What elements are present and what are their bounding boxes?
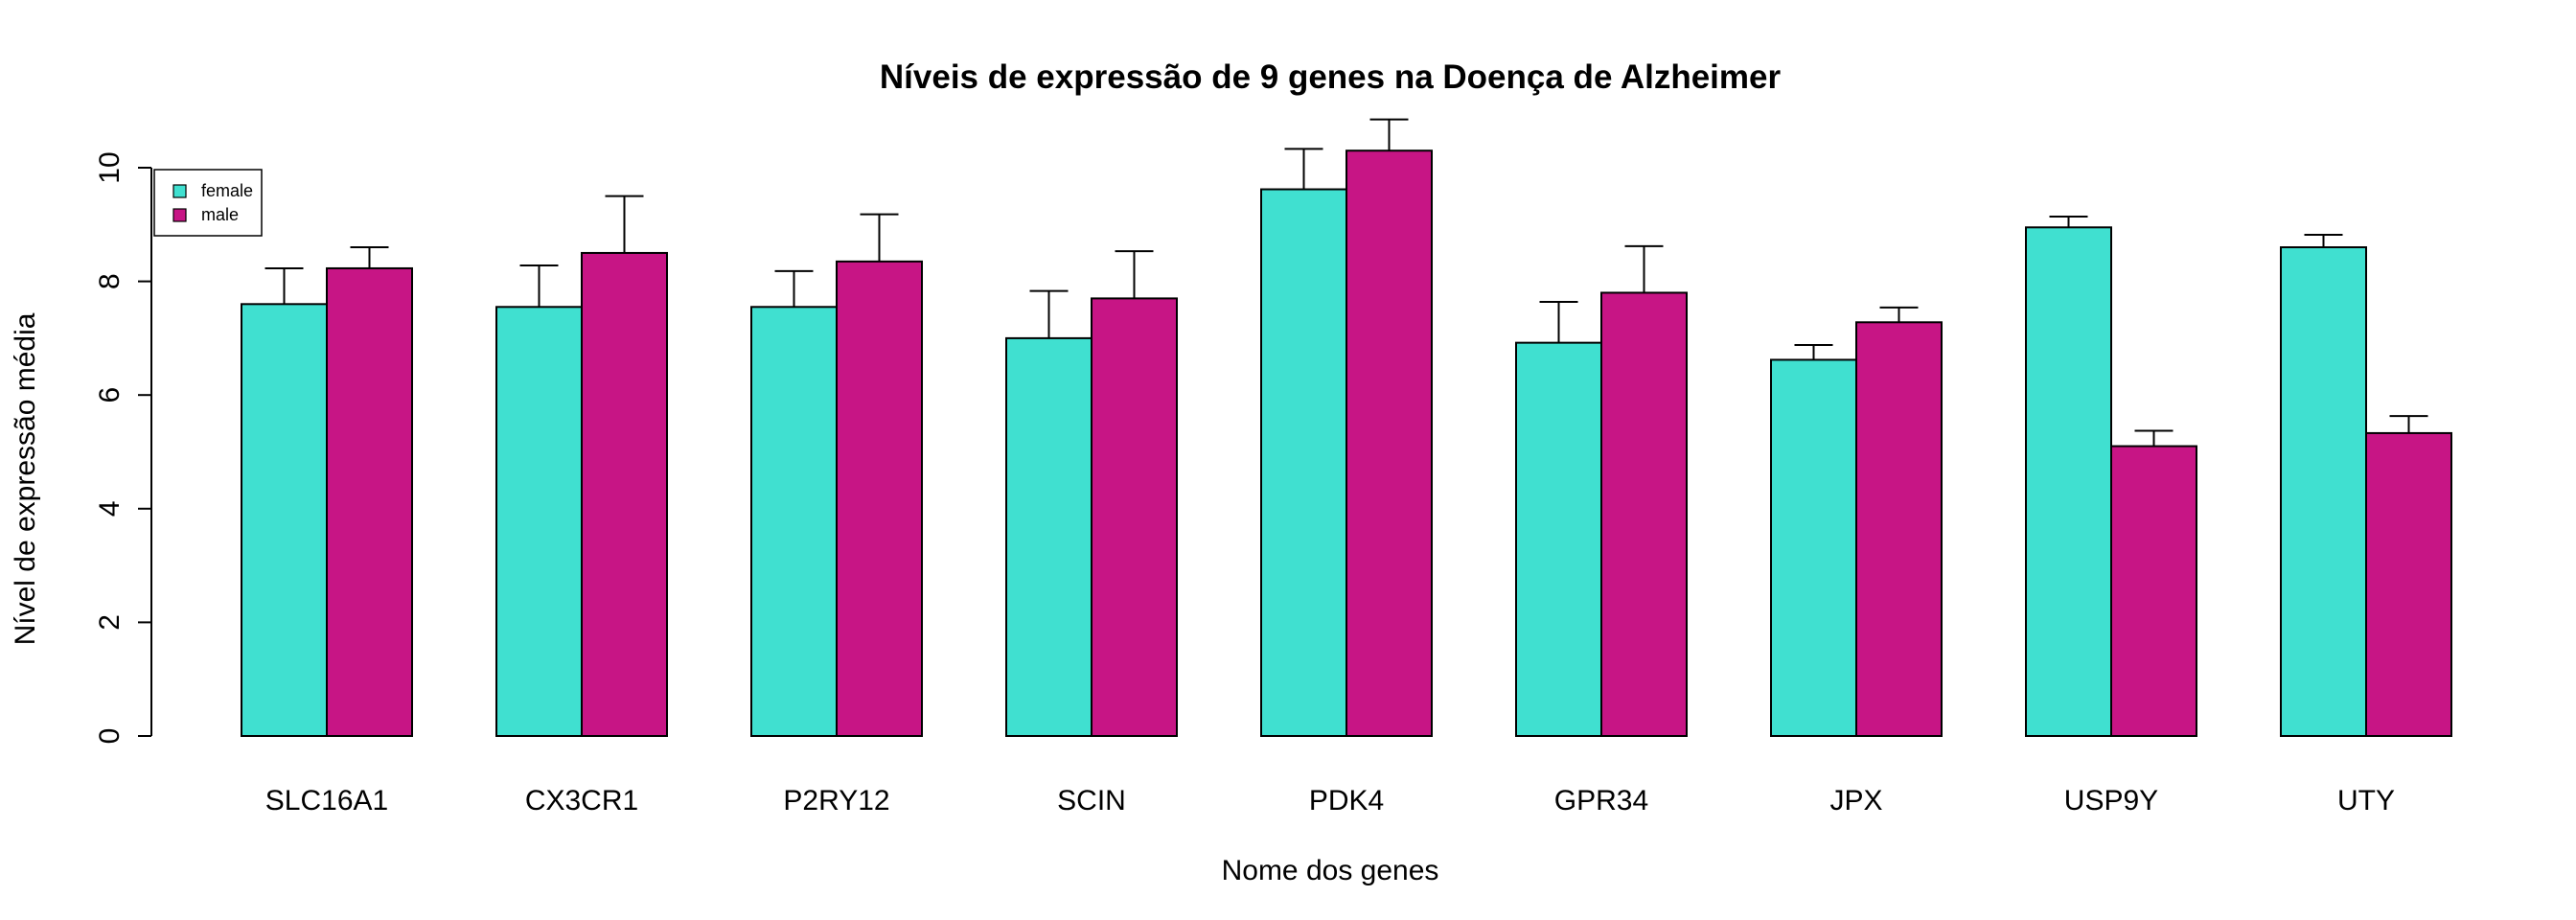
y-axis-label: Nível de expressão média [10,312,41,645]
x-tick-label: SCIN [1057,785,1126,816]
bar-male [1855,321,1943,737]
bar-male [1346,150,1433,737]
bar-group [750,213,923,737]
bar-female [241,303,328,737]
x-tick-label: UTY [2337,785,2395,816]
x-axis-label: Nome dos genes [1222,855,1439,886]
bar-male [1091,297,1178,737]
legend-box [153,169,263,237]
x-tick-label: SLC16A1 [265,785,388,816]
bar-female [2025,226,2112,737]
bar-group [241,246,413,737]
legend: female male [153,169,263,237]
bar-female [1260,188,1347,737]
bar-group [2025,215,2197,737]
bar-female [1770,358,1857,737]
bar-male [836,260,923,737]
bars-group [241,118,2452,737]
legend-label-female: female [201,181,253,200]
x-tick-label: CX3CR1 [525,785,638,816]
y-axis: 0 2 4 6 8 10 [94,151,152,745]
x-tick-labels: SLC16A1 CX3CR1 P2RY12 SCIN PDK4 GPR34 JPX USP9Y… [265,785,2395,816]
x-tick-label: USP9Y [2064,785,2158,816]
legend-swatch-female [172,184,187,198]
bar-group [2280,233,2452,737]
bar-male [581,251,668,737]
bar-female [1005,336,1092,737]
x-tick-label: GPR34 [1554,785,1648,816]
y-tick-label: 0 [94,728,126,745]
bar-male [326,266,413,737]
y-tick-label: 2 [94,614,126,631]
bar-male [2110,445,2197,737]
y-tick-label: 8 [94,273,126,289]
bar-group [1770,306,1943,737]
bar-female [495,306,583,737]
bar-group [495,195,668,737]
y-tick-label: 10 [94,151,126,183]
chart-title: Níveis de expressão de 9 genes na Doença… [880,58,1782,96]
bar-group [1515,244,1688,737]
bar-group [1260,118,1433,737]
legend-label-male: male [201,205,239,224]
legend-swatch-male [172,208,187,222]
x-tick-label: PDK4 [1309,785,1384,816]
bar-group [1005,250,1178,737]
bar-female [2280,246,2367,737]
x-tick-label: JPX [1829,785,1882,816]
bar-female [1515,341,1602,737]
y-tick-label: 6 [94,387,126,403]
bar-female [750,306,838,737]
bar-male [2365,431,2452,737]
bar-male [1600,291,1688,737]
x-tick-label: P2RY12 [783,785,889,816]
y-tick-label: 4 [94,500,126,517]
